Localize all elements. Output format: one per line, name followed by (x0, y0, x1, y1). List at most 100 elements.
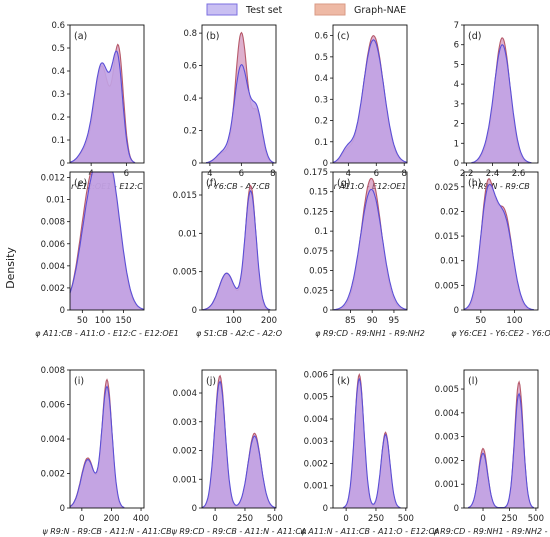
axes-frame (201, 171, 277, 311)
y-tick-label: 0.001 (304, 482, 328, 492)
y-tick-label: 0.004 (41, 262, 65, 272)
y-tick-label: 0.006 (41, 401, 65, 411)
x-tick-label: 4 (207, 169, 212, 179)
y-tick-label: 0 (323, 159, 328, 169)
panel-label: (j) (206, 376, 216, 387)
y-tick-label: 0.2 (51, 113, 65, 123)
line-test-set (205, 63, 275, 164)
y-tick-label: 1 (454, 139, 459, 149)
axes-frame (463, 171, 539, 311)
panel-l: 0 0.001 0.002 0.003 0.004 0.005 0 250 500 (l) ψ R9… (432, 369, 550, 536)
y-tick-label: 0.008 (41, 218, 65, 228)
x-tick-label: 0 (480, 514, 485, 524)
x-tick-label: 2.6 (512, 169, 526, 179)
x-tick-label: 500 (398, 514, 414, 524)
panel-label: (c) (337, 31, 350, 42)
y-tick-label: 0 (60, 306, 65, 316)
x-tick-label: 90 (367, 316, 378, 326)
panel-label: (d) (468, 31, 481, 42)
y-tick-label: 5 (454, 60, 459, 70)
y-tick-label: 0 (454, 159, 459, 169)
x-axis-label: ψ A11:N - A11:CB - A11:O - E12:CA (300, 527, 439, 536)
y-tick-label: 0.002 (41, 284, 65, 294)
axes-frame (332, 171, 408, 311)
y-tick-label: 0.004 (173, 389, 197, 399)
y-tick-label: 0.015 (173, 191, 197, 201)
area-test-set (70, 51, 135, 163)
line-test-set (201, 380, 277, 509)
y-tick-label: 0 (454, 504, 459, 514)
x-tick-label: 100 (226, 316, 242, 326)
line-test-set (69, 385, 125, 509)
axes-frame (201, 369, 277, 509)
axes-frame (201, 24, 277, 164)
area-test-set (206, 64, 275, 163)
x-axis-label: φ A11:CB - A11:O - E12:C - E12:OE1 (35, 329, 179, 338)
axes-frame (332, 24, 408, 164)
legend-swatch-graph-nae (314, 3, 346, 16)
y-tick-label: 0.01 (178, 229, 197, 239)
x-tick-label: 0 (79, 514, 84, 524)
y-tick-label: 0.001 (435, 480, 459, 490)
y-tick-label: 0.004 (304, 415, 328, 425)
panels: 00.10.20.30.40.50.646(a)r E12:OE1 - E12:… (35, 21, 550, 536)
line-test-set (69, 50, 136, 164)
x-axis-label: ψ R9:N - R9:CB - A11:N - A11:CB (42, 527, 171, 536)
x-axis-label: ψ R9:CD - R9:NH1 - R9:NH2 - R9:O (432, 527, 550, 536)
y-tick-label: 0.004 (41, 435, 65, 445)
y-tick-label: 0.015 (435, 232, 459, 242)
y-tick-label: 0.6 (314, 32, 328, 42)
area-test-set (333, 189, 407, 310)
axes-frame (332, 369, 408, 509)
panel-b: 0 0.2 0.4 0.6 0.8 4 6 8 (b) r Y6:CB - A7:CB (183, 24, 277, 191)
x-tick-label: 95 (389, 316, 400, 326)
x-axis-label: r Y6:CB - A7:CB (208, 182, 270, 191)
panel-label: (k) (337, 376, 350, 387)
line-test-set (202, 189, 271, 311)
y-tick-label: 0 (454, 306, 459, 316)
x-axis-label: φ R9:CD - R9:NH1 - R9:NH2 (315, 329, 425, 338)
y-tick-label: 0 (323, 306, 328, 316)
x-tick-label: 150 (115, 316, 131, 326)
y-tick-label: 0.006 (304, 370, 328, 380)
y-tick-label: 0.075 (304, 247, 328, 257)
y-tick-label: 0.005 (173, 268, 197, 278)
y-tick-label: 0.025 (304, 286, 328, 296)
area-test-set (468, 393, 534, 508)
legend-label-graph-nae: Graph-NAE (354, 5, 406, 16)
line-test-set (332, 39, 408, 163)
x-tick-label: 2.2 (460, 169, 474, 179)
y-tick-label: 0.002 (304, 459, 328, 469)
x-tick-label: 85 (345, 316, 356, 326)
y-tick-label: 0.5 (314, 53, 328, 63)
panel-label: (l) (468, 376, 478, 387)
y-tick-label: 0.3 (314, 95, 328, 105)
x-tick-label: 200 (103, 514, 119, 524)
line-test-set (333, 188, 408, 311)
x-tick-label: 6 (124, 169, 129, 179)
x-axis-label: φ Y6:CE1 - Y6:CE2 - Y6:O (451, 329, 550, 338)
y-axis-label: Density (4, 247, 17, 289)
y-tick-label: 0.6 (51, 21, 65, 31)
x-tick-label: 2.4 (486, 169, 500, 179)
x-tick-label: 4 (346, 169, 351, 179)
y-tick-label: 0 (60, 504, 65, 514)
y-tick-label: 0.003 (173, 418, 197, 428)
x-tick-label: 0 (212, 514, 217, 524)
x-axis-label: ψ R9:CD - R9:CB - A11:N - A11:CA (172, 527, 307, 536)
y-tick-label: 0.05 (309, 267, 328, 277)
panel-label: (e) (74, 178, 87, 189)
y-tick-label: 0.01 (46, 196, 65, 206)
y-tick-label: 0.005 (435, 281, 459, 291)
line-test-set (467, 392, 535, 509)
x-tick-label: 250 (501, 514, 517, 524)
axes-frame (463, 369, 539, 509)
y-tick-label: 0.5 (51, 44, 65, 54)
panel-label: (b) (206, 31, 219, 42)
area-test-set (471, 44, 532, 163)
panel-label: (f) (206, 178, 217, 189)
line-test-set (463, 183, 534, 311)
y-tick-label: 0.1 (51, 136, 65, 146)
panel-j: 0 0.001 0.002 0.003 0.004 0 250 500 (j) ψ R9:CD -… (172, 369, 307, 536)
y-tick-label: 7 (454, 21, 459, 31)
